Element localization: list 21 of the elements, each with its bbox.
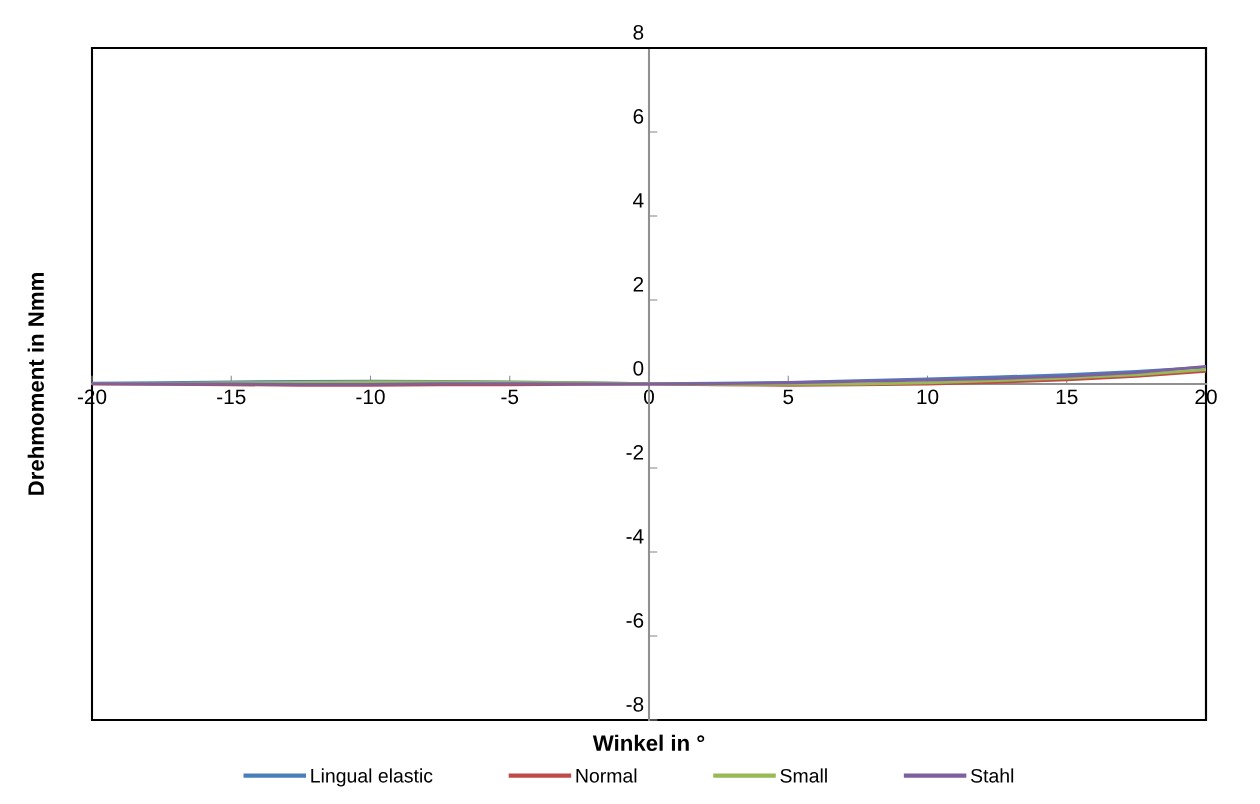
y-tick-label: -6 <box>626 612 644 628</box>
y-tick-label: -2 <box>626 444 644 460</box>
y-tick-label: 2 <box>633 276 644 292</box>
legend-label: Lingual elastic <box>311 768 433 787</box>
x-tick-label: 15 <box>1056 389 1078 405</box>
x-tick-label: -5 <box>501 389 519 405</box>
x-tick-label: 5 <box>783 389 794 405</box>
legend-label: Normal <box>576 768 637 783</box>
y-tick-label: -8 <box>626 696 644 712</box>
x-axis-title: Winkel in ° <box>592 734 705 751</box>
legend-label: Small <box>780 768 827 783</box>
y-tick-label: 0 <box>633 360 644 376</box>
legend-label: Stahl <box>970 768 1014 783</box>
y-axis-title: Drehmoment in Nmm <box>27 273 44 495</box>
y-tick-label: 4 <box>633 193 644 208</box>
y-tick-label: -4 <box>626 529 644 544</box>
x-tick-label: -15 <box>217 389 246 405</box>
x-tick-label: 10 <box>917 389 939 405</box>
y-tick-label: 8 <box>633 24 644 40</box>
y-tick-label: 6 <box>633 108 644 124</box>
x-tick-label: -10 <box>356 389 385 405</box>
